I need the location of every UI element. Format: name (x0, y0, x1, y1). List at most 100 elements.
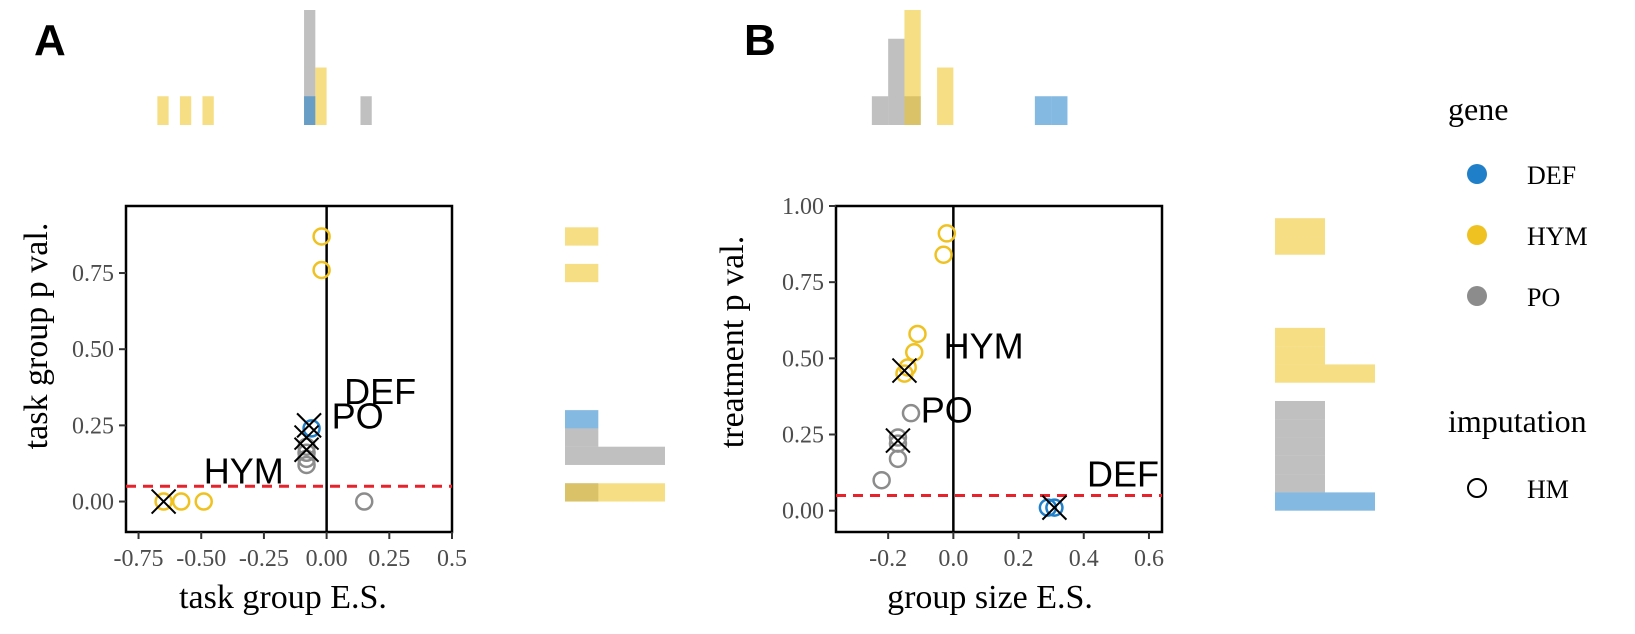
x-tick-label: -0.2 (869, 546, 907, 572)
y-tick-label: 0.25 (72, 413, 114, 439)
x-tick-label: 0.0 (938, 546, 968, 572)
panel-b-scatter-plot: -0.2 0.0 0.2 0.4 0.6 0.00 0.25 0.50 0.75 1.00 HYM P… (782, 194, 1164, 572)
x-tick-label: 0.5 (437, 546, 467, 572)
top-hist-bar-hym (315, 67, 327, 125)
legend-hm-swatch (1467, 478, 1487, 498)
right-hist-bar-def (1275, 492, 1375, 511)
right-hist-bar-hym (1275, 218, 1325, 237)
point-hym (904, 342, 924, 362)
annotation-hym: HYM (944, 325, 1024, 366)
legend-gene-title: gene (1448, 91, 1508, 127)
annotation-po: PO (332, 395, 384, 436)
annotation-def: DEF (344, 371, 416, 412)
x-tick-label: -0.75 (114, 546, 164, 572)
panel-b-frame (834, 204, 1164, 534)
panel-a-right-histogram (565, 227, 665, 502)
top-hist-bar-hym (937, 67, 954, 125)
point-po (888, 449, 908, 469)
x-tick-label: 0.4 (1069, 546, 1099, 572)
legend-hm-label: HM (1527, 475, 1569, 504)
cross-marker (293, 437, 320, 463)
panel-b-top-histogram (871, 10, 1068, 125)
top-hist-bar-po (871, 96, 889, 125)
point-hym (908, 324, 927, 344)
right-hist-bar-po (1275, 437, 1325, 456)
top-hist-bar-hym (904, 10, 921, 125)
point-po (354, 492, 374, 511)
point-def (302, 419, 321, 438)
legend-hym-swatch (1467, 225, 1487, 245)
top-hist-bar-def (1051, 96, 1068, 125)
legend-def-swatch (1467, 164, 1487, 184)
point-hym (194, 492, 213, 511)
x-tick-label: 0.25 (368, 546, 410, 572)
top-hist-bar-po (360, 96, 372, 125)
panel-a-x-axis-title: task group E.S. (179, 579, 387, 616)
y-tick-label: 0.50 (782, 346, 824, 372)
x-tick-label: 0.6 (1134, 546, 1164, 572)
point-po (297, 455, 316, 475)
point-hym (937, 224, 957, 243)
point-hym (154, 492, 173, 511)
top-hist-bar-hym (202, 96, 214, 125)
right-hist-bar-po (1275, 400, 1325, 420)
x-tick-label: -0.25 (239, 546, 289, 572)
right-hist-bar-po (1275, 419, 1325, 438)
right-hist-bar-def (565, 410, 599, 429)
y-tick-label: 1.00 (782, 194, 824, 220)
right-hist-bar-po (1275, 474, 1325, 493)
legend-po-label: PO (1527, 283, 1560, 312)
y-tick-label: 0.75 (782, 270, 824, 296)
legend-def-label: DEF (1527, 161, 1576, 190)
right-hist-bar-hym (565, 483, 665, 502)
y-tick-label: 0.50 (72, 337, 114, 363)
panel-b-y-axis-title: treatment p val. (714, 236, 751, 448)
cross-marker (1041, 494, 1068, 521)
top-hist-bar-hym (157, 96, 169, 125)
legend-hym-label: HYM (1527, 222, 1588, 251)
x-tick-label: 0.2 (1004, 546, 1034, 572)
panel-a-frame (124, 204, 454, 534)
legend-imputation-title: imputation (1448, 403, 1587, 439)
y-tick-label: 0.00 (782, 499, 824, 525)
point-hym (171, 492, 191, 511)
panel-b-right-histogram (1275, 218, 1375, 511)
point-hym (895, 364, 914, 383)
x-tick-label: -0.50 (176, 546, 226, 572)
top-hist-bar-def (304, 96, 316, 125)
top-hist-bar-def (1034, 96, 1052, 125)
cross-marker (293, 424, 320, 451)
panel-a-scatter-plot: -0.75 -0.50 -0.25 0.00 0.25 0.5 0.00 0.25 0.50 0.… (72, 204, 467, 572)
cross-marker (150, 488, 177, 515)
legend-po-swatch (1467, 286, 1487, 306)
panel-a-y-axis-title: task group p val. (18, 223, 55, 450)
point-po (901, 403, 921, 423)
right-hist-bar-hym (1275, 364, 1375, 383)
x-tick-label: 0.00 (306, 546, 348, 572)
y-tick-label: 0.25 (782, 423, 824, 449)
right-hist-bar-po (565, 428, 599, 447)
right-hist-bar-hym (565, 227, 599, 246)
panel-b-x-axis-title: group size E.S. (887, 579, 1093, 616)
y-tick-label: 0.75 (72, 261, 114, 287)
right-hist-bar-po (565, 446, 665, 465)
top-hist-bar-po (888, 38, 905, 125)
point-def (1038, 498, 1058, 517)
point-hym (934, 245, 953, 264)
annotation-def: DEF (1087, 453, 1159, 494)
cross-marker (891, 357, 918, 384)
point-po (888, 428, 908, 447)
point-hym (312, 260, 331, 280)
point-hym (312, 227, 331, 246)
cross-marker (885, 427, 911, 454)
right-hist-bar-hym (565, 263, 599, 283)
point-def (1045, 498, 1064, 517)
panel-a-letter: A (34, 16, 66, 65)
top-hist-bar-hym (179, 96, 192, 125)
right-hist-bar-po (1275, 455, 1325, 475)
annotation-hym: HYM (204, 450, 284, 491)
right-hist-bar-hym (1275, 327, 1325, 347)
point-po (872, 470, 891, 490)
point-po (297, 443, 316, 463)
